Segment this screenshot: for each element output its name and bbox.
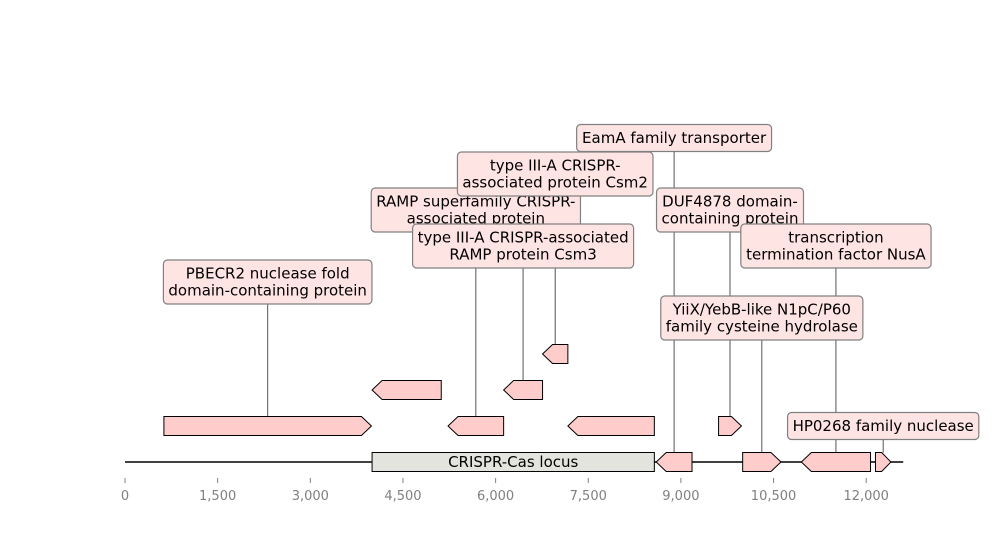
axis-tick-label: 4,500 bbox=[384, 489, 421, 504]
axis-tick-label: 7,500 bbox=[570, 489, 607, 504]
gene-label: type III-A CRISPR-associated protein Csm… bbox=[456, 151, 654, 197]
gene-label-box bbox=[740, 223, 932, 269]
gene-arrow bbox=[800, 452, 872, 472]
gene-label-line: YiiX/YebB-like N1pC/P60 bbox=[672, 300, 851, 318]
axis-tick-label: 6,000 bbox=[477, 489, 514, 504]
gene-label-line: RAMP superfamily CRISPR- bbox=[376, 192, 575, 210]
gene-label-text: EamA family transporter bbox=[582, 129, 767, 147]
gene-arrow bbox=[447, 416, 505, 436]
axis-tick-label: 12,000 bbox=[843, 489, 889, 504]
gene-label-line: associated protein Csm2 bbox=[462, 173, 648, 191]
gene-label-box bbox=[162, 259, 373, 305]
locus-box bbox=[371, 452, 655, 472]
gene-label-text: type III-A CRISPR-associated protein Csm… bbox=[462, 156, 648, 191]
gene-label-text: type III-A CRISPR-associated RAMP protein… bbox=[418, 228, 629, 263]
gene-label-box bbox=[660, 295, 864, 341]
crispr-cas-locus: CRISPR-Cas locus bbox=[371, 452, 655, 472]
gene-label: transcription termination factor NusA bbox=[740, 223, 932, 269]
gene-label-text: DUF4878 domain-containing protein bbox=[662, 192, 799, 227]
gene-label-line: RAMP protein Csm3 bbox=[449, 245, 596, 263]
gene-label: type III-A CRISPR-associated RAMP protein… bbox=[411, 223, 635, 269]
gene-label-line: type III-A CRISPR- bbox=[490, 156, 621, 174]
locus-label: CRISPR-Cas locus bbox=[448, 453, 578, 471]
gene-label: EamA family transporter bbox=[576, 123, 773, 153]
gene-label-text: PBECR2 nuclease fold domain-containing pr… bbox=[168, 264, 367, 299]
gene-label: HP0268 family nuclease bbox=[786, 411, 980, 441]
gene-arrows bbox=[163, 344, 892, 472]
axis-tick-label: 3,000 bbox=[292, 489, 329, 504]
gene-label-line: family cysteine hydrolase bbox=[666, 317, 858, 335]
gene-label-box bbox=[576, 123, 773, 153]
gene-label-text: transcription termination factor NusA bbox=[746, 228, 926, 263]
gene-label-line: termination factor NusA bbox=[746, 245, 926, 263]
axis-tick-label: 10,500 bbox=[751, 489, 797, 504]
gene-labels: PBECR2 nuclease fold domain-containing pr… bbox=[162, 123, 980, 441]
gene-label: RAMP superfamily CRISPR-associated prote… bbox=[370, 187, 582, 233]
gene-label-line: domain-containing protein bbox=[168, 281, 367, 299]
gene-label-line: type III-A CRISPR-associated bbox=[418, 228, 629, 246]
gene-arrow bbox=[502, 380, 544, 400]
axis-tick-label: 1,500 bbox=[199, 489, 236, 504]
gene-arrow bbox=[718, 416, 743, 436]
axis-tick-label: 0 bbox=[121, 489, 129, 504]
gene-label-box bbox=[411, 223, 635, 269]
gene-arrow bbox=[371, 380, 442, 400]
gene-label-line: HP0268 family nuclease bbox=[793, 417, 974, 435]
gene-label: PBECR2 nuclease fold domain-containing pr… bbox=[162, 259, 373, 305]
gene-label: DUF4878 domain-containing protein bbox=[655, 187, 805, 233]
gene-arrow bbox=[541, 344, 569, 364]
gene-label-box bbox=[786, 411, 980, 441]
gene-arrow bbox=[874, 452, 892, 472]
gene-label-box bbox=[655, 187, 805, 233]
gene-label-text: YiiX/YebB-like N1pC/P60 family cysteine h… bbox=[666, 300, 858, 335]
gene-arrow bbox=[163, 416, 373, 436]
gene-label-text: HP0268 family nuclease bbox=[793, 417, 974, 435]
position-axis: 0 1,500 3,000 4,500 6,000 7,500 9,000 10,500 12,… bbox=[121, 478, 889, 504]
gene-label-line: PBECR2 nuclease fold bbox=[186, 264, 350, 282]
gene-label-box bbox=[456, 151, 654, 197]
gene-label-line: DUF4878 domain- bbox=[662, 192, 798, 210]
gene-arrow bbox=[742, 452, 782, 472]
gene-label-line: transcription bbox=[788, 228, 883, 246]
gene-arrow bbox=[655, 452, 693, 472]
gene-label-text: RAMP superfamily CRISPR-associated prote… bbox=[376, 192, 575, 227]
gene-label: YiiX/YebB-like N1pC/P60 family cysteine h… bbox=[660, 295, 864, 341]
gene-label-line: containing protein bbox=[662, 209, 799, 227]
gene-label-line: EamA family transporter bbox=[582, 129, 767, 147]
gene-arrow bbox=[567, 416, 655, 436]
gene-label-line: associated protein bbox=[407, 209, 545, 227]
axis-tick-label: 9,000 bbox=[662, 489, 699, 504]
